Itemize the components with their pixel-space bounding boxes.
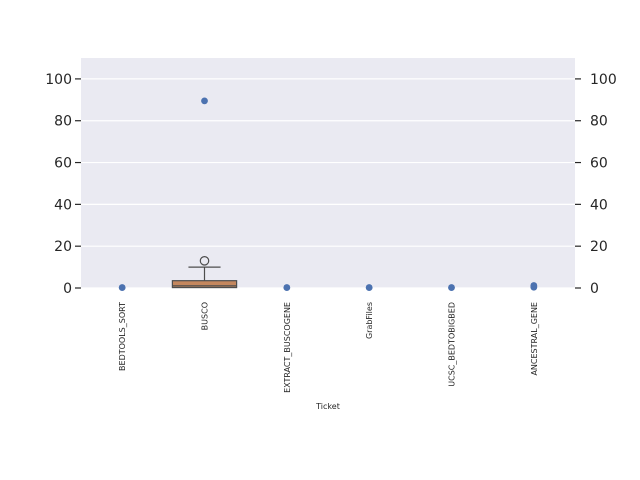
y-tick-label-right: 20 [590,239,608,255]
data-point [283,284,291,291]
data-point [201,97,208,105]
y-tick-label-right: 0 [590,281,599,297]
point-layer [118,97,538,291]
data-point [118,284,126,291]
y-tick-label-right: 60 [590,156,608,172]
data-point [530,282,538,289]
x-tick-label: ANCESTRAL_GENE [530,302,539,376]
plot-background [81,58,575,288]
x-tick-label: BEDTOOLS_SORT [118,302,127,371]
x-tick-label: EXTRACT_BUSCOGENE [283,302,292,393]
y-axis-left: 0 20 40 60 80 100 [45,72,81,297]
box-layer [171,256,238,289]
x-axis-title: Ticket [315,402,340,411]
y-tick-label-right: 100 [590,72,617,88]
y-tick-label: 20 [54,239,72,255]
y-tick-label: 80 [54,114,72,130]
y-tick-label-right: 40 [590,197,608,213]
y-axis-right: 0 20 40 60 80 100 [575,72,617,297]
y-tick-label: 0 [63,281,72,297]
data-point [448,284,455,291]
data-point [365,284,373,291]
grid-lines [81,78,575,289]
box-body [171,280,238,289]
x-tick-label: UCSC_BEDTOBIGBED [448,302,457,387]
box-outlier [199,256,210,266]
x-tick-label: BUSCO [201,302,210,330]
y-tick-label-right: 80 [590,114,608,130]
y-tick-label: 100 [45,72,72,88]
box-plot [171,256,238,289]
y-tick-label: 60 [54,156,72,172]
y-tick-label: 40 [54,197,72,213]
x-axis: BEDTOOLS_SORT BUSCO EXTRACT_BUSCOGENE GrabF… [118,302,539,393]
x-tick-label: GrabFiles [365,302,374,339]
